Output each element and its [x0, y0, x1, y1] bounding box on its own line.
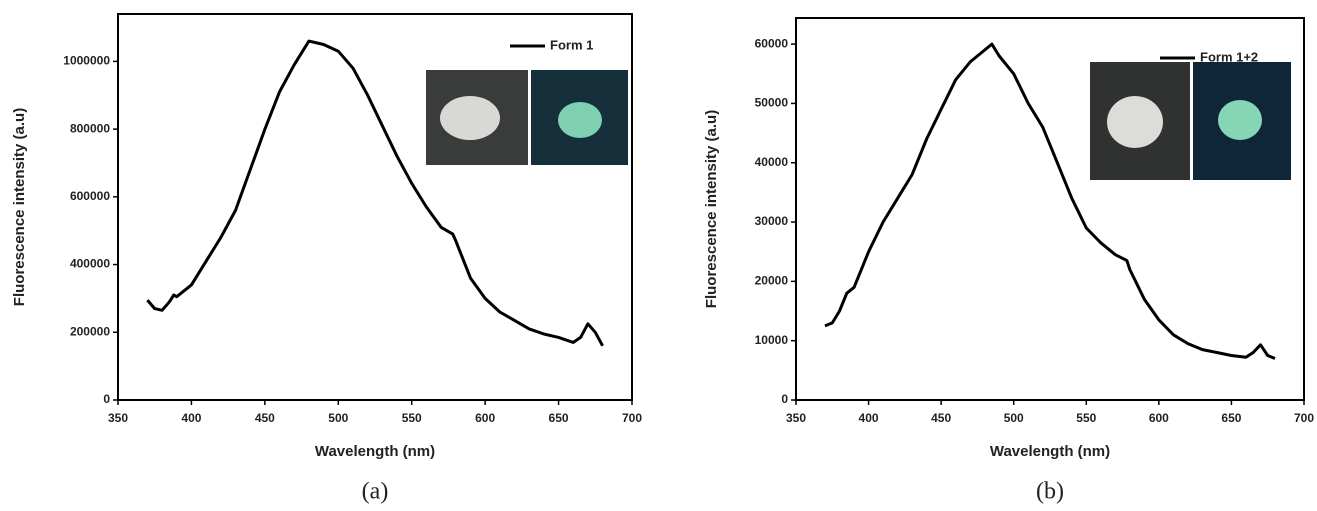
x-tick-label: 500: [1004, 411, 1024, 425]
data-line: [824, 42, 1276, 360]
legend-label: Form 1: [550, 37, 593, 52]
x-tick-label: 550: [1076, 411, 1096, 425]
y-tick-label: 400000: [70, 257, 110, 271]
y-tick-label: 50000: [755, 96, 789, 110]
x-axis-title: Wavelength (nm): [315, 443, 435, 460]
panel-caption: (a): [362, 479, 389, 505]
x-tick-label: 700: [622, 411, 642, 425]
x-tick-label: 450: [255, 411, 275, 425]
x-axis-title: Wavelength (nm): [990, 443, 1110, 460]
x-tick-label: 700: [1294, 411, 1314, 425]
y-tick-label: 20000: [755, 274, 789, 288]
x-tick-label: 450: [931, 411, 951, 425]
y-axis-title: Fluorescence intensity (a.u): [11, 108, 28, 306]
inset-powder: [440, 96, 500, 140]
x-tick-label: 400: [181, 411, 201, 425]
y-tick-label: 60000: [755, 36, 789, 50]
x-tick-label: 550: [402, 411, 422, 425]
inset-powder: [1107, 96, 1163, 148]
x-tick-label: 600: [1149, 411, 1169, 425]
y-tick-label: 30000: [755, 214, 789, 228]
x-tick-label: 350: [108, 411, 128, 425]
inset-powder: [558, 102, 602, 138]
x-tick-label: 400: [859, 411, 879, 425]
plot-frame: [795, 17, 1305, 401]
plot-frame: [117, 13, 633, 401]
y-tick-label: 0: [103, 392, 110, 406]
x-tick-label: 650: [1221, 411, 1241, 425]
y-tick-label: 0: [781, 392, 788, 406]
panel-caption: (b): [1036, 479, 1064, 505]
x-tick-label: 650: [549, 411, 569, 425]
y-tick-label: 40000: [755, 155, 789, 169]
y-tick-label: 600000: [70, 189, 110, 203]
legend-label: Form 1+2: [1200, 49, 1258, 64]
inset-powder: [1218, 100, 1262, 140]
y-axis-title: Fluorescence intensity (a.u): [703, 110, 720, 308]
x-tick-label: 500: [328, 411, 348, 425]
y-tick-label: 1000000: [63, 54, 110, 68]
x-tick-label: 350: [786, 411, 806, 425]
x-tick-label: 600: [475, 411, 495, 425]
y-tick-label: 10000: [755, 333, 789, 347]
y-tick-label: 200000: [70, 324, 110, 338]
y-tick-label: 800000: [70, 121, 110, 135]
data-line: [146, 39, 604, 347]
